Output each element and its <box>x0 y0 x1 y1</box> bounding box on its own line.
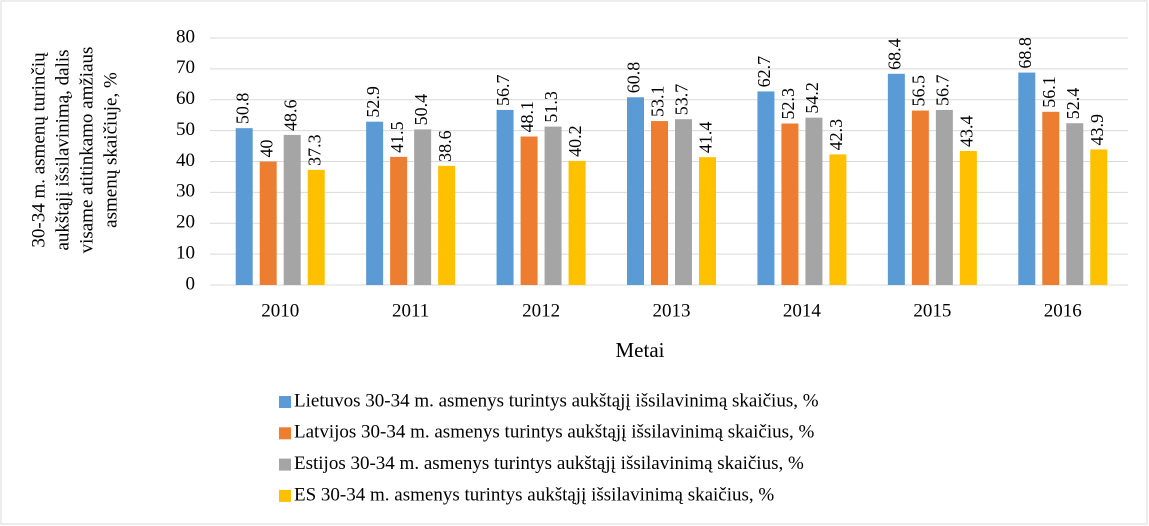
data-label: 62.7 <box>754 56 774 88</box>
y-tick-label: 10 <box>176 242 195 263</box>
bar <box>520 136 538 285</box>
y-tick-label: 0 <box>186 273 196 294</box>
data-label: 52.9 <box>363 86 383 118</box>
y-tick-label: 70 <box>176 57 195 78</box>
data-label: 56.7 <box>493 74 513 106</box>
bar <box>496 109 514 285</box>
y-tick-label: 20 <box>176 212 195 233</box>
bar <box>781 123 799 286</box>
x-tick-label: 2014 <box>783 300 822 321</box>
x-tick-label: 2016 <box>1044 300 1082 321</box>
data-label: 60.8 <box>624 62 644 94</box>
data-label: 68.4 <box>884 38 904 70</box>
data-label: 42.3 <box>826 119 846 151</box>
legend-swatch <box>279 489 291 502</box>
legend-label: Lietuvos 30-34 m. asmenys turintys aukšt… <box>294 390 819 411</box>
data-label: 53.7 <box>672 84 692 116</box>
bar <box>829 154 847 285</box>
x-axis-title: Metai <box>616 338 665 362</box>
data-label: 50.8 <box>232 93 252 125</box>
bar <box>887 73 905 285</box>
data-label: 56.1 <box>1039 76 1059 108</box>
data-label: 53.1 <box>648 86 668 118</box>
bar <box>959 151 977 285</box>
bar <box>1042 111 1060 285</box>
y-tick-label: 30 <box>176 181 195 202</box>
data-label: 52.4 <box>1063 88 1083 120</box>
bar <box>390 156 408 285</box>
bar <box>675 119 692 285</box>
bar <box>911 110 929 286</box>
data-label: 51.3 <box>541 91 561 123</box>
x-tick-label: 2013 <box>653 300 691 321</box>
y-tick-label: 40 <box>176 150 195 171</box>
y-tick-label: 80 <box>176 26 195 47</box>
bar <box>307 169 325 285</box>
x-tick-label: 2011 <box>392 300 429 321</box>
bar <box>757 91 775 285</box>
bar <box>627 97 644 285</box>
bar <box>1066 123 1084 285</box>
legend-swatch <box>279 458 291 471</box>
bar <box>366 121 384 285</box>
x-tick-label: 2015 <box>913 300 951 321</box>
x-tick-label: 2010 <box>261 300 299 321</box>
data-label: 48.1 <box>517 101 537 133</box>
y-axis-title: aukštąjį išsilavinimą, dalis <box>52 49 73 250</box>
bar <box>1090 149 1108 285</box>
legend-swatch <box>279 427 291 440</box>
bar <box>805 117 823 285</box>
bar <box>438 165 456 285</box>
bar <box>651 121 668 286</box>
data-label: 48.6 <box>280 99 300 131</box>
legend-swatch <box>279 396 291 408</box>
bar <box>235 128 253 285</box>
data-label: 54.2 <box>802 82 822 114</box>
data-label: 52.3 <box>778 88 798 120</box>
bar <box>1018 72 1036 285</box>
y-tick-label: 50 <box>176 119 195 140</box>
data-label: 38.6 <box>435 130 455 162</box>
bar <box>699 157 716 285</box>
data-label: 43.9 <box>1087 114 1107 146</box>
data-label: 56.5 <box>908 75 928 107</box>
y-axis-title: visame atitinkamo amžiaus <box>76 47 97 254</box>
legend-label: Estijos 30-34 m. asmenys turintys aukštą… <box>294 453 804 474</box>
bar <box>568 160 586 285</box>
data-label: 50.4 <box>411 94 431 126</box>
bar <box>935 109 953 285</box>
data-label: 40 <box>256 140 276 158</box>
data-label: 40.2 <box>565 125 585 157</box>
y-axis-title: asmenų skaičiuje, % <box>100 72 121 228</box>
y-axis-title: 30-34 m. asmenų turinčių <box>28 52 49 248</box>
data-label: 56.7 <box>932 74 952 106</box>
legend-label: ES 30-34 m. asmenys turintys aukštąjį iš… <box>294 484 774 505</box>
legend-label: Latvijos 30-34 m. asmenys turintys aukšt… <box>294 422 815 443</box>
bar <box>259 161 277 285</box>
bar <box>283 134 301 285</box>
data-label: 68.8 <box>1015 37 1035 69</box>
x-tick-label: 2012 <box>522 300 560 321</box>
bar <box>414 129 432 285</box>
y-tick-label: 60 <box>176 88 195 109</box>
data-label: 41.5 <box>387 121 407 153</box>
data-label: 37.3 <box>304 134 324 166</box>
bar <box>544 126 562 285</box>
data-label: 41.4 <box>696 122 716 154</box>
data-label: 43.4 <box>956 116 976 148</box>
